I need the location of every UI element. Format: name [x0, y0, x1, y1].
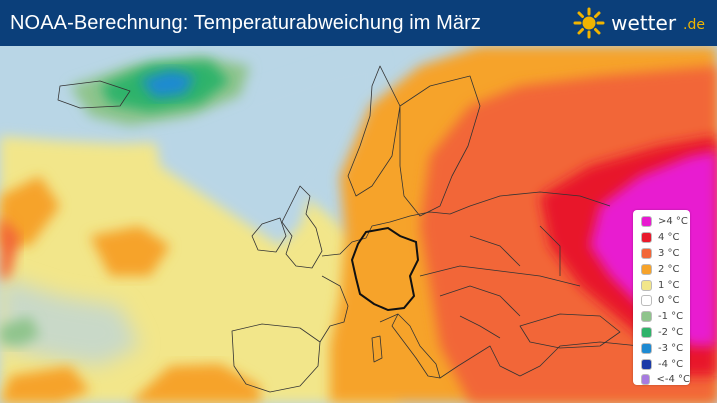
- legend-swatch: [641, 342, 652, 354]
- legend-item: 3 °C: [633, 246, 690, 262]
- legend-swatch: [641, 311, 652, 323]
- legend-label: -2 °C: [658, 326, 684, 338]
- legend-swatch: [641, 247, 652, 259]
- ireland: [251, 217, 287, 253]
- temperature-anomaly-map[interactable]: [0, 46, 717, 403]
- legend-item: -1 °C: [633, 309, 690, 325]
- legend-item: 1 °C: [633, 277, 690, 293]
- brand-tld: .de: [683, 17, 705, 33]
- iceland: [57, 80, 131, 109]
- sardinia: [371, 335, 383, 363]
- germany-outline: [350, 226, 420, 312]
- legend-swatch: [641, 232, 652, 244]
- legend-label: <-4 °C: [656, 374, 690, 386]
- legend-swatch: [641, 263, 652, 275]
- header-bar: NOAA-Berechnung: Temperaturabweichung im…: [0, 0, 717, 46]
- legend-label: 2 °C: [658, 263, 680, 275]
- legend-item: 4 °C: [633, 230, 690, 246]
- legend-item: <-4 °C: [633, 372, 690, 388]
- black-sea: [519, 313, 621, 349]
- legend-swatch: [641, 216, 652, 228]
- brand-logo[interactable]: wetter .de: [573, 6, 705, 40]
- legend-label: -4 °C: [658, 358, 684, 370]
- legend-swatch: [641, 326, 652, 338]
- legend-item: 2 °C: [633, 261, 690, 277]
- country-borders: [419, 225, 581, 339]
- legend-swatch: [641, 358, 652, 370]
- italy: [391, 313, 441, 379]
- page-title: NOAA-Berechnung: Temperaturabweichung im…: [10, 11, 482, 34]
- legend-label: -3 °C: [658, 342, 684, 354]
- legend-swatch: [641, 374, 651, 386]
- continental-coast: [319, 191, 641, 379]
- legend-swatch: [641, 295, 652, 307]
- legend-item: -2 °C: [633, 325, 690, 341]
- legend-label: >4 °C: [658, 216, 688, 228]
- legend: >4 °C 4 °C 3 °C 2 °C 1 °C 0 °C -1 °C -2 …: [633, 210, 690, 388]
- legend-label: 3 °C: [658, 247, 680, 259]
- iberia: [231, 323, 321, 393]
- brand-name: wetter: [611, 11, 677, 35]
- legend-swatch: [641, 279, 652, 291]
- anomaly-fields: [0, 46, 717, 403]
- scandinavia: [347, 65, 481, 217]
- legend-item: >4 °C: [633, 214, 690, 230]
- sun-icon: [573, 7, 605, 39]
- legend-label: -1 °C: [658, 311, 684, 323]
- legend-label: 1 °C: [658, 279, 680, 291]
- legend-item: -3 °C: [633, 340, 690, 356]
- great-britain: [281, 185, 323, 269]
- legend-label: 4 °C: [658, 232, 680, 244]
- coastlines: [57, 65, 641, 393]
- legend-label: 0 °C: [658, 295, 680, 307]
- legend-item: -4 °C: [633, 356, 690, 372]
- legend-item: 0 °C: [633, 293, 690, 309]
